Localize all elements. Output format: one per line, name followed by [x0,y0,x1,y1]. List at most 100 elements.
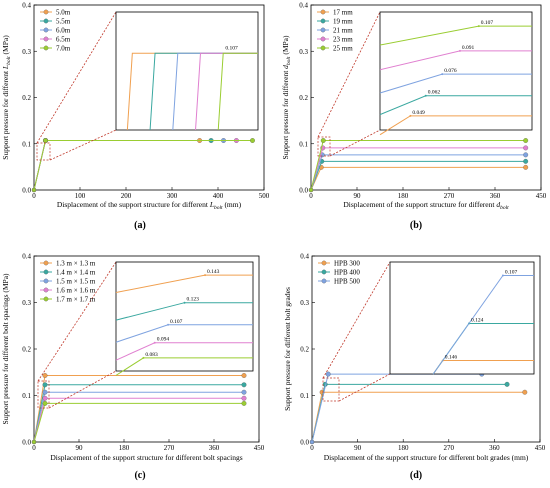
origin-point [31,439,37,445]
series-point [504,381,510,387]
x-tick-label: 400 [213,192,224,200]
legend-swatch-marker [43,9,49,15]
chart-panel-2: 0 90 180 270 360 450 0.0 0.1 0.2 0.3 0.4 Displaceme… [281,2,547,232]
inset-frame [389,261,535,375]
zoom-leader [37,261,117,382]
panel-label: (a) [134,220,146,231]
inset-point [501,274,504,277]
legend-swatch-marker [43,269,49,275]
panel-label: (c) [134,470,145,481]
zoom-leader [338,373,391,402]
y-tick-label: 0.4 [299,2,308,10]
y-axis-label: Support pressure for different bolt spac… [1,273,10,425]
legend-swatch-marker [321,269,327,275]
legend-label: 17 mm [333,9,353,17]
legend-swatch-marker [43,260,49,266]
series-line [33,140,253,191]
legend-label: 25 mm [333,45,353,53]
legend-swatch-marker [43,36,49,42]
x-tick-label: 180 [119,444,130,452]
inset-point [204,274,207,277]
legend-swatch-marker [320,45,326,51]
series-line [33,384,244,443]
series-point [241,373,247,378]
legend-label: 1.7 m × 1.7 m [56,296,96,304]
x-tick-label: 500 [259,192,270,200]
x-axis-label: Displacement of the support structure fo… [50,453,242,462]
x-tick-label: 90 [354,192,362,200]
zoom-leader [317,11,381,138]
inset-point [477,25,480,28]
x-axis-label: Displacement of the support structure fo… [343,200,509,211]
inset-annotation: 0.107 [505,269,518,275]
legend-label: 1.5 m × 1.5 m [56,278,96,286]
inset-annotation: 0.107 [225,45,238,51]
x-tick-label: 90 [354,444,362,452]
zoom-box [322,377,340,402]
y-tick-label: 0.1 [22,140,31,148]
series-point [43,138,48,143]
legend-label: 1.6 m × 1.6 m [56,287,96,295]
legend-swatch-marker [321,260,327,266]
series-line [310,166,526,191]
legend-swatch-marker [321,278,327,284]
series-point [523,138,529,143]
inset-annotation: 0.124 [471,317,484,323]
series-point [241,400,247,406]
inset-annotation: 0.076 [444,68,457,74]
legend-label: 6.5m [56,36,71,44]
inset-annotation: 0.083 [145,352,158,358]
x-tick-label: 300 [167,192,178,200]
inset-annotation: 0.062 [428,90,441,96]
y-axis-label: Support pressure for different dbolt (MP… [281,35,292,160]
zoom-leader [322,261,391,379]
series-line [310,160,526,191]
chart-panel-1: 0 100 200 300 400 500 0.0 0.1 0.2 0.3 0.4 Displacem… [1,2,270,232]
series-point [42,382,48,388]
origin-point [308,187,314,193]
origin-point [309,439,315,445]
series-point [523,164,529,170]
series-line [33,375,244,443]
series-line [311,391,525,443]
legend-label: 6.0m [56,27,71,35]
series-point [241,389,247,395]
legend-label: 21 mm [333,27,353,35]
inset-annotation: 0.107 [481,20,494,26]
inset-annotation: 0.049 [412,110,425,116]
y-tick-label: 0.2 [299,94,308,102]
series-point [523,152,529,158]
legend-swatch-marker [43,287,49,293]
y-tick-label: 0.0 [22,187,31,195]
x-tick-label: 450 [536,192,547,200]
legend-label: 19 mm [333,18,353,26]
inset-series-line [217,52,258,131]
legend-swatch-marker [43,18,49,24]
series-point [42,389,48,395]
inset-point [153,341,156,344]
inset-annotation: 0.107 [170,319,183,325]
panel-label: (b) [410,220,422,231]
y-tick-label: 0.4 [22,2,31,10]
series-point [522,389,528,395]
zoom-box [317,136,331,157]
legend-label: 5.0m [56,9,71,17]
inset-frame [379,11,533,131]
x-tick-label: 100 [75,192,86,200]
legend-swatch-marker [320,36,326,42]
x-axis-label: Displacement of the support structure fo… [57,200,242,211]
x-tick-label: 360 [490,192,501,200]
legend: 5.0m5.5m6.0m6.5m7.0m [40,9,71,53]
series-line [33,140,224,191]
series-point [42,395,48,401]
y-tick-label: 0.2 [300,346,309,354]
legend-label: HPB 400 [334,269,360,277]
x-tick-label: 200 [121,192,132,200]
series-point [325,371,331,377]
series-line [33,402,244,443]
y-tick-label: 0.2 [22,94,31,102]
panel-label: (d) [410,470,422,481]
x-tick-label: 270 [444,444,455,452]
y-tick-label: 0.4 [300,253,309,261]
